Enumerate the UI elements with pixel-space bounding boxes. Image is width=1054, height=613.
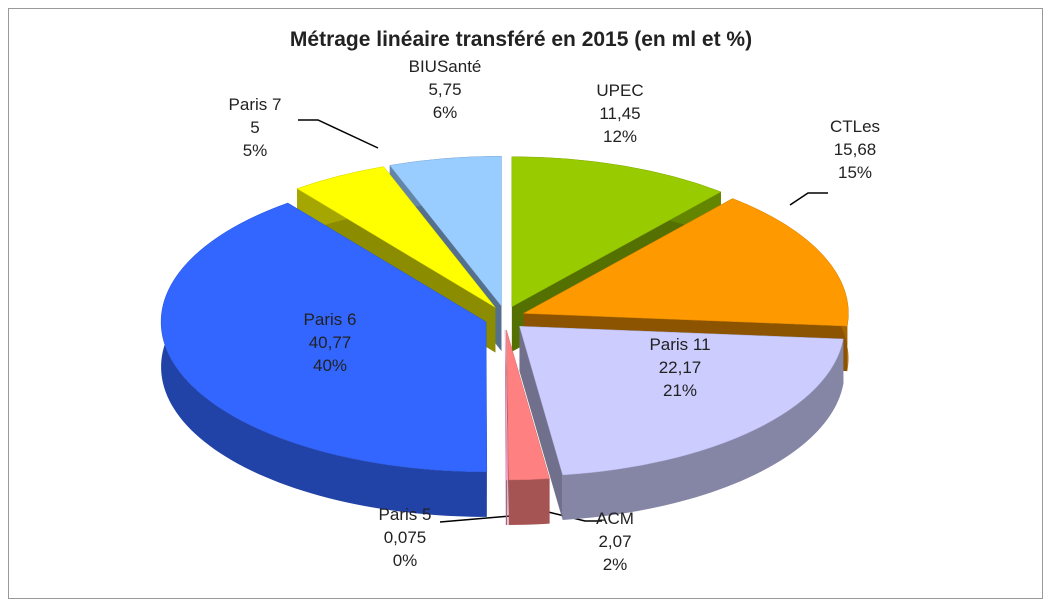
slice-rim — [508, 478, 550, 525]
slice-top — [504, 329, 508, 481]
pie-slice — [160, 202, 488, 517]
slice-label: Paris 6 — [304, 310, 357, 329]
pie-slice — [504, 329, 508, 525]
slice-top — [296, 166, 496, 308]
slice-percent: 12% — [603, 127, 637, 146]
slice-percent: 0% — [393, 551, 418, 570]
slice-top — [389, 155, 502, 307]
slice-label: CTLes — [830, 117, 880, 136]
slice-label: UPEC — [596, 81, 643, 100]
slice-value: 0,075 — [384, 528, 427, 547]
leader-lines — [298, 119, 828, 523]
slice-value: 5 — [250, 118, 259, 137]
chart-title: Métrage linéaire transféré en 2015 (en m… — [290, 28, 752, 51]
slice-value: 22,17 — [659, 358, 702, 377]
slice-value: 2,07 — [598, 532, 631, 551]
slice-rim — [562, 338, 844, 520]
slice-percent: 5% — [243, 141, 268, 160]
slice-top — [519, 326, 844, 476]
slice-top — [522, 198, 849, 327]
slice-percent: 40% — [313, 356, 347, 375]
slice-top — [506, 329, 550, 481]
slice-wall — [519, 326, 563, 520]
slice-percent: 21% — [663, 381, 697, 400]
slice-value: 40,77 — [309, 333, 352, 352]
slice-percent: 15% — [838, 163, 872, 182]
slice-top — [160, 202, 488, 473]
slice-label: Paris 7 — [229, 95, 282, 114]
slice-rim — [161, 203, 487, 517]
slice-value: 11,45 — [599, 104, 640, 123]
pie-slice — [519, 326, 844, 520]
slice-percent: 2% — [603, 555, 628, 574]
slice-rim — [505, 479, 508, 525]
slice-value: 15,68 — [834, 140, 877, 159]
slice-percent: 6% — [433, 103, 458, 122]
slice-value: 5,75 — [428, 80, 461, 99]
slice-label: ACM — [596, 509, 634, 528]
pie-slice — [506, 329, 550, 525]
slice-top — [511, 156, 722, 308]
slice-label: Paris 11 — [649, 335, 710, 354]
slice-label: Paris 5 — [379, 505, 432, 524]
slice-label: BIUSanté — [409, 57, 482, 76]
